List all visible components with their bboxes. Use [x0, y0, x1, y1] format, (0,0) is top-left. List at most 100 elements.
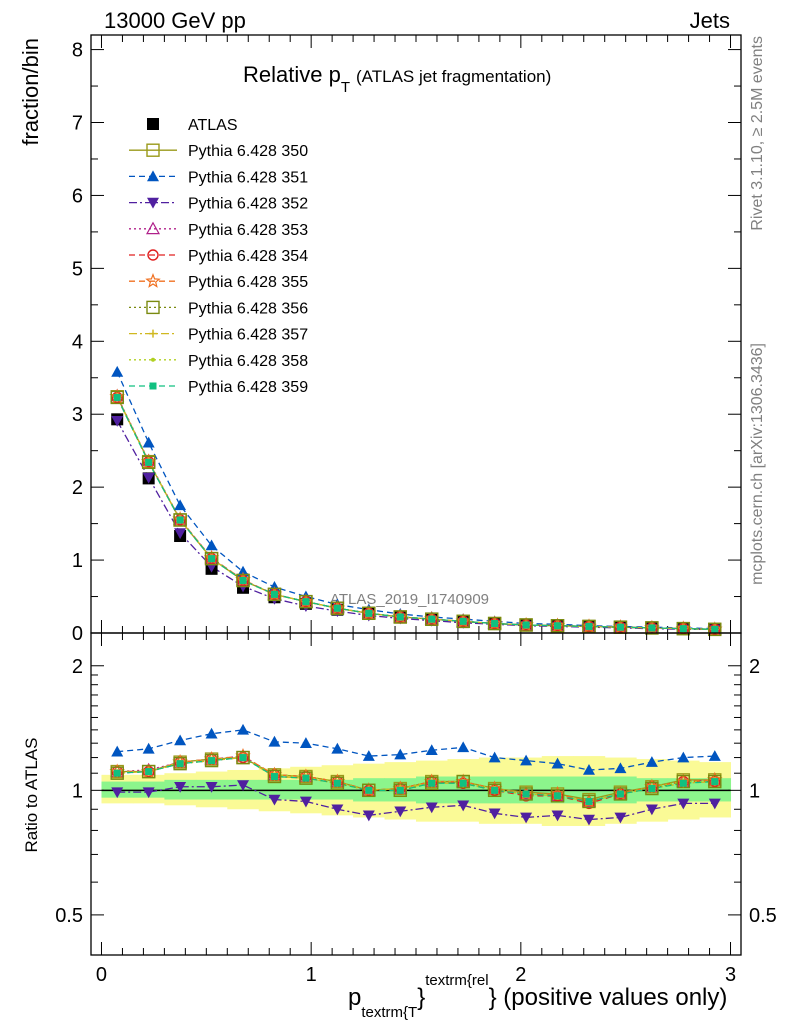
side-label-mcplots: mcplots.cern.ch [arXiv:1306.3436] [749, 343, 766, 585]
y-tick-label-main: 5 [72, 258, 83, 280]
data-point-ratio [237, 723, 250, 735]
y-tick-label-ratio-right: 1 [749, 780, 760, 802]
data-point-ratio [648, 785, 656, 793]
analysis-watermark: ATLAS_2019_I1740909 [330, 591, 489, 608]
data-point-ratio [614, 762, 627, 774]
data-point-ratio [208, 757, 216, 765]
data-point-ratio [457, 800, 470, 812]
data-point-ratio [428, 779, 436, 787]
data-point-main [174, 499, 187, 511]
data-point-ratio [522, 790, 530, 798]
legend-marker [145, 221, 161, 235]
data-point-main [711, 625, 719, 633]
y-axis-label-ratio: Ratio to ATLAS [22, 738, 41, 853]
x-tick-label: 2 [515, 964, 526, 986]
data-point-main [648, 624, 656, 632]
data-point-ratio [330, 776, 345, 790]
data-point-ratio [270, 773, 278, 781]
y-tick-label-main: 4 [72, 331, 83, 353]
legend-label: Pythia 6.428 359 [188, 379, 308, 396]
x-tick-label: 0 [96, 964, 107, 986]
data-point-ratio [110, 766, 124, 780]
legend-label: Pythia 6.428 358 [188, 353, 308, 370]
data-point-ratio [425, 744, 438, 756]
series-line-ratio [117, 784, 715, 821]
legend: ATLAS Pythia 6.428 350 Pythia 6.428 351 Pyt… [129, 117, 308, 396]
data-point-main [111, 365, 124, 377]
data-point-ratio [676, 774, 691, 789]
data-point-main [616, 623, 624, 631]
data-point-ratio [239, 754, 247, 762]
y-tick-label-ratio: 2 [72, 656, 83, 678]
data-point-ratio [677, 798, 690, 810]
data-point-main [425, 612, 439, 626]
header-left: 13000 GeV pp [104, 8, 246, 33]
data-point-ratio [520, 812, 533, 824]
legend-label: Pythia 6.428 357 [188, 327, 308, 344]
data-point-ratio [488, 751, 501, 763]
data-point-main [142, 472, 155, 484]
data-point-main [550, 619, 565, 633]
data-point-ratio [551, 757, 564, 769]
data-point-ratio [205, 781, 218, 793]
data-point-main [174, 514, 186, 526]
data-point-ratio [616, 790, 624, 798]
data-point-ratio [457, 777, 469, 789]
data-point-main [145, 458, 153, 466]
data-point-ratio [708, 774, 722, 789]
data-point-main [299, 594, 313, 609]
legend-label: Pythia 6.428 355 [188, 274, 308, 291]
legend-marker [145, 273, 161, 288]
data-point-ratio [362, 750, 375, 761]
y-tick-label-main: 0 [72, 623, 83, 645]
y-tick-label-ratio-right: 0.5 [749, 905, 777, 927]
data-point-ratio [550, 789, 565, 803]
data-point-ratio [613, 787, 628, 801]
data-point-ratio [365, 786, 373, 794]
data-point-ratio [614, 812, 627, 824]
y-tick-label-main: 7 [72, 113, 83, 135]
data-point-ratio [173, 756, 187, 771]
legend-marker [147, 197, 159, 209]
y-tick-label-main: 1 [72, 550, 83, 572]
data-point-main [585, 622, 593, 630]
data-point-ratio [268, 735, 281, 747]
data-point-ratio [396, 786, 404, 794]
data-point-ratio [645, 804, 658, 816]
data-point-main [362, 606, 376, 621]
data-point-main [396, 613, 404, 621]
data-point-main [456, 614, 470, 629]
x-tick-label: 3 [725, 964, 736, 986]
legend-marker [147, 118, 159, 130]
data-point-main [236, 573, 250, 588]
data-point-main [239, 576, 247, 584]
data-point-ratio [268, 794, 281, 806]
data-point-ratio [585, 797, 593, 805]
main-panel: 0 1 2 3 4 5 6 7 8 [72, 34, 742, 645]
legend-marker [147, 249, 159, 261]
data-point-ratio [267, 769, 282, 784]
header-right: Jets [690, 8, 730, 33]
data-point-ratio [487, 783, 502, 798]
series-line-ratio [117, 729, 715, 771]
data-point-main [237, 574, 249, 587]
data-point-ratio [425, 802, 438, 814]
data-point-ratio [176, 760, 184, 768]
data-point-ratio [457, 741, 470, 753]
data-point-ratio [302, 774, 310, 782]
legend-label: ATLAS [188, 117, 238, 134]
data-point-main [365, 609, 373, 617]
data-point-ratio [204, 753, 219, 768]
x-axis-label: ptextrm{T}textrm{rel} (positive values o… [348, 972, 727, 1021]
data-point-ratio [425, 776, 439, 790]
data-point-main [173, 513, 187, 527]
data-point-ratio [677, 751, 690, 763]
data-point-ratio [393, 783, 407, 798]
data-point-main [111, 415, 124, 427]
data-point-ratio [141, 764, 156, 779]
legend-marker [146, 143, 160, 157]
data-point-ratio [708, 750, 721, 761]
legend-marker [146, 300, 160, 315]
data-point-ratio [236, 750, 250, 765]
